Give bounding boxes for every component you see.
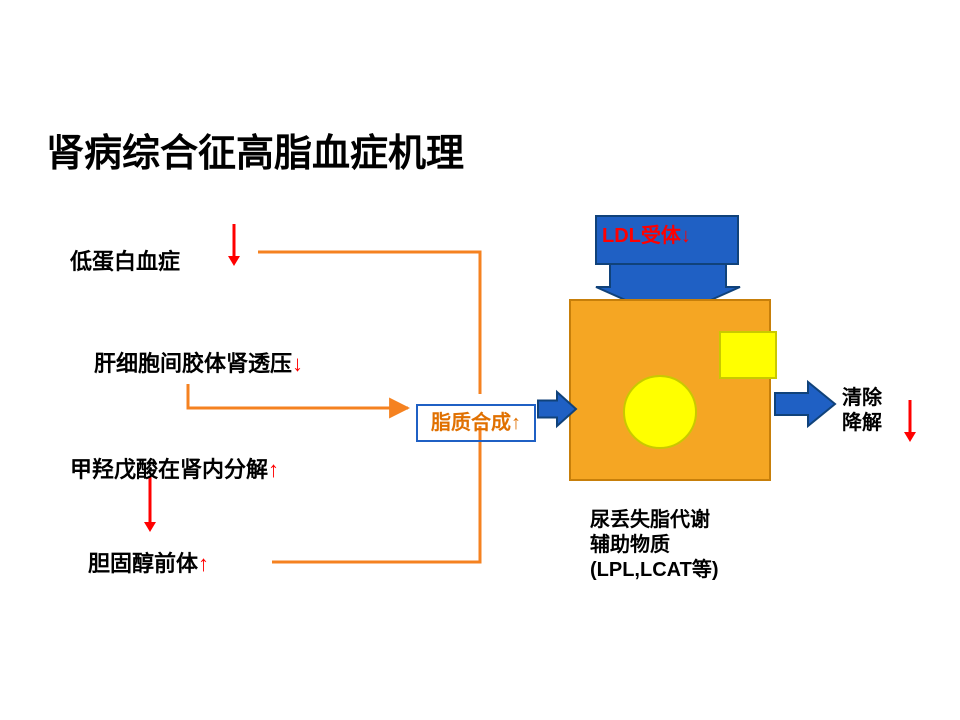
lipid-synthesis-text: 脂质合成 [431, 411, 511, 436]
up-arrow-icon: ↑ [268, 457, 279, 482]
label-clearance: 清除 降解 [842, 386, 882, 436]
ldl-receptor-text: LDL受体 [602, 225, 681, 247]
label-liver-osmotic: 肝细胞间胶体肾透压↓ [94, 350, 303, 378]
label-mevalonate: 甲羟戊酸在肾内分解↑ [70, 456, 279, 484]
down-arrow-icon: ↓ [681, 225, 691, 247]
up-arrow-icon: ↑ [511, 411, 521, 436]
down-arrow-icon: ↓ [292, 351, 303, 376]
label-mevalonate-text: 甲羟戊酸在肾内分解 [70, 457, 268, 482]
slide-title: 肾病综合征高脂血症机理 [46, 122, 464, 177]
label-liver-osmotic-text: 肝细胞间胶体肾透压 [94, 351, 292, 376]
label-hypoalbuminemia: 低蛋白血症 [70, 248, 180, 276]
label-cholesterol-precursor: 胆固醇前体↑ [88, 550, 209, 578]
label-cholesterol-precursor-text: 胆固醇前体 [88, 551, 198, 576]
ldl-receptor-box: LDL受体↓ [602, 224, 732, 260]
up-arrow-icon: ↑ [198, 551, 209, 576]
lipid-synthesis-box: 脂质合成↑ [416, 404, 536, 442]
label-urine-loss: 尿丢失脂代谢 辅助物质 (LPL,LCAT等) [590, 508, 719, 583]
